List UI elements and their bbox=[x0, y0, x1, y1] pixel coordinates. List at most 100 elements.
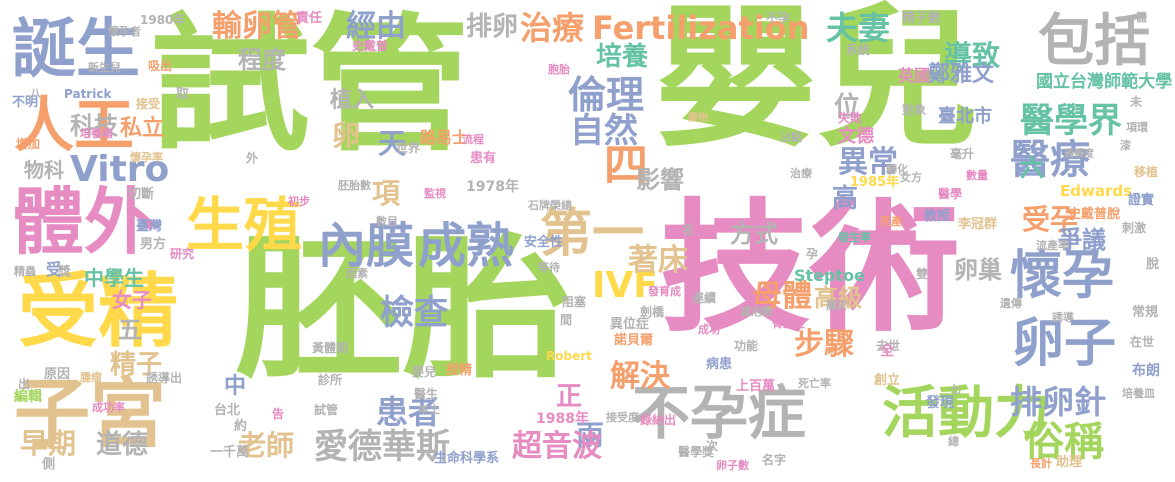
word: 超音波 bbox=[512, 429, 602, 464]
word: 道德 bbox=[96, 430, 149, 460]
word: IVF bbox=[592, 265, 658, 306]
word: 自然 bbox=[570, 111, 638, 151]
word: 1980年 bbox=[140, 13, 186, 27]
word: 卵子 bbox=[1012, 314, 1117, 374]
word: 早期 bbox=[20, 427, 77, 460]
word: 位 bbox=[834, 92, 861, 122]
word: 方式 bbox=[730, 220, 778, 248]
word: 轉化 bbox=[886, 163, 908, 176]
word: 醫學 bbox=[938, 187, 963, 201]
word: 醫生 bbox=[414, 387, 439, 401]
word: 誘導出 bbox=[146, 371, 183, 385]
word: 受孕 bbox=[1022, 203, 1079, 236]
word: 台北 bbox=[214, 403, 241, 418]
word: Steptoe bbox=[794, 266, 865, 285]
word: 劍橋 bbox=[640, 305, 665, 319]
word: 濾泡數 bbox=[740, 305, 773, 318]
word: 診所 bbox=[318, 373, 343, 387]
word: 成熟 bbox=[418, 218, 515, 274]
word: 毫升 bbox=[950, 147, 975, 161]
word: 胞胎 bbox=[548, 63, 570, 76]
word: 受 bbox=[46, 260, 63, 279]
word: 李冠群 bbox=[958, 217, 998, 232]
word: 史戴普脫 bbox=[1068, 207, 1121, 222]
word: 常規 bbox=[1132, 305, 1159, 320]
word: 影響 bbox=[636, 166, 684, 194]
word: 科技 bbox=[70, 112, 118, 140]
word: 步驟 bbox=[794, 327, 854, 362]
word: 死產 bbox=[880, 215, 902, 228]
word: 人工 bbox=[14, 91, 134, 161]
word: 國立台灣師範大學 bbox=[1036, 72, 1173, 92]
word: 發育成 bbox=[648, 285, 681, 298]
word: 證實 bbox=[1128, 193, 1155, 208]
word: 脫 bbox=[1146, 257, 1160, 272]
word: 吸出 bbox=[148, 59, 173, 73]
word: 臺灣 bbox=[136, 219, 163, 234]
word: 嬰兒 bbox=[655, 0, 979, 169]
word: 著床 bbox=[628, 243, 688, 278]
word: 刺激 bbox=[1122, 221, 1147, 235]
word: 約 bbox=[234, 419, 248, 434]
word: 解決 bbox=[610, 359, 670, 394]
word: 對象 bbox=[902, 103, 927, 117]
word: 試管 bbox=[150, 0, 471, 172]
word: 試管 bbox=[314, 403, 339, 417]
word: 老師 bbox=[238, 429, 295, 462]
word: 四 bbox=[604, 140, 648, 191]
word: 包括 bbox=[1038, 9, 1150, 74]
word: 路易士 bbox=[420, 128, 469, 147]
word: 患有 bbox=[470, 151, 497, 166]
word: Edwards bbox=[1060, 182, 1133, 200]
word: 生殖 bbox=[186, 191, 303, 259]
word: Robert bbox=[546, 349, 592, 363]
word: 布朗 bbox=[1132, 363, 1160, 379]
word: 孕 bbox=[806, 247, 819, 261]
word: 八 bbox=[30, 87, 41, 100]
word: 卵 bbox=[332, 119, 361, 152]
word: 鄭雅文 bbox=[928, 62, 995, 87]
word: 夫妻 bbox=[826, 9, 891, 47]
word: Vitro bbox=[70, 149, 170, 190]
word: 患者 bbox=[376, 393, 441, 431]
word: 阻塞 bbox=[562, 295, 587, 309]
word: 異位症 bbox=[610, 317, 650, 332]
word: 精蟲 bbox=[14, 265, 36, 278]
word: 發現 bbox=[926, 395, 954, 411]
word: 天 bbox=[378, 127, 407, 160]
word: 通暢度 bbox=[1064, 149, 1094, 160]
word: 懷孕者 bbox=[108, 25, 141, 38]
word: 兩 bbox=[576, 419, 605, 452]
word: 輸卵管 bbox=[212, 9, 302, 44]
word: 經由 bbox=[346, 9, 406, 44]
word: 1985年 bbox=[850, 175, 900, 190]
word: 流程 bbox=[462, 133, 484, 146]
word: 總 bbox=[948, 435, 959, 448]
word: 生命科學系 bbox=[434, 451, 500, 466]
word: 卵巢 bbox=[954, 256, 1002, 284]
word: 培養皿 bbox=[1122, 387, 1155, 400]
word: 女子 bbox=[112, 288, 152, 312]
word: 研究 bbox=[170, 247, 195, 261]
word: 初步 bbox=[288, 195, 310, 208]
word: 高級 bbox=[814, 284, 862, 312]
word: 1978年 bbox=[466, 179, 519, 195]
word: 切斷 bbox=[128, 187, 155, 202]
word: 全 bbox=[880, 343, 894, 359]
word: 史戴普 bbox=[352, 39, 389, 53]
word: 子宮 bbox=[14, 369, 166, 458]
word: 培養 bbox=[596, 42, 649, 72]
word: 誕生 bbox=[12, 13, 140, 87]
word: 懷孕率 bbox=[130, 151, 163, 164]
word: 倫理 bbox=[568, 73, 645, 117]
word: 精子 bbox=[110, 350, 163, 380]
word: 發生率 bbox=[838, 231, 871, 244]
word: 高 bbox=[832, 184, 859, 214]
word: 私立 bbox=[120, 116, 165, 141]
word: 責任 bbox=[296, 11, 323, 26]
word: 在世 bbox=[1130, 335, 1155, 349]
word: 獎 bbox=[58, 265, 72, 280]
word: 間 bbox=[560, 313, 573, 327]
word: 成功 bbox=[698, 323, 720, 336]
word: Fertilization bbox=[592, 9, 810, 47]
